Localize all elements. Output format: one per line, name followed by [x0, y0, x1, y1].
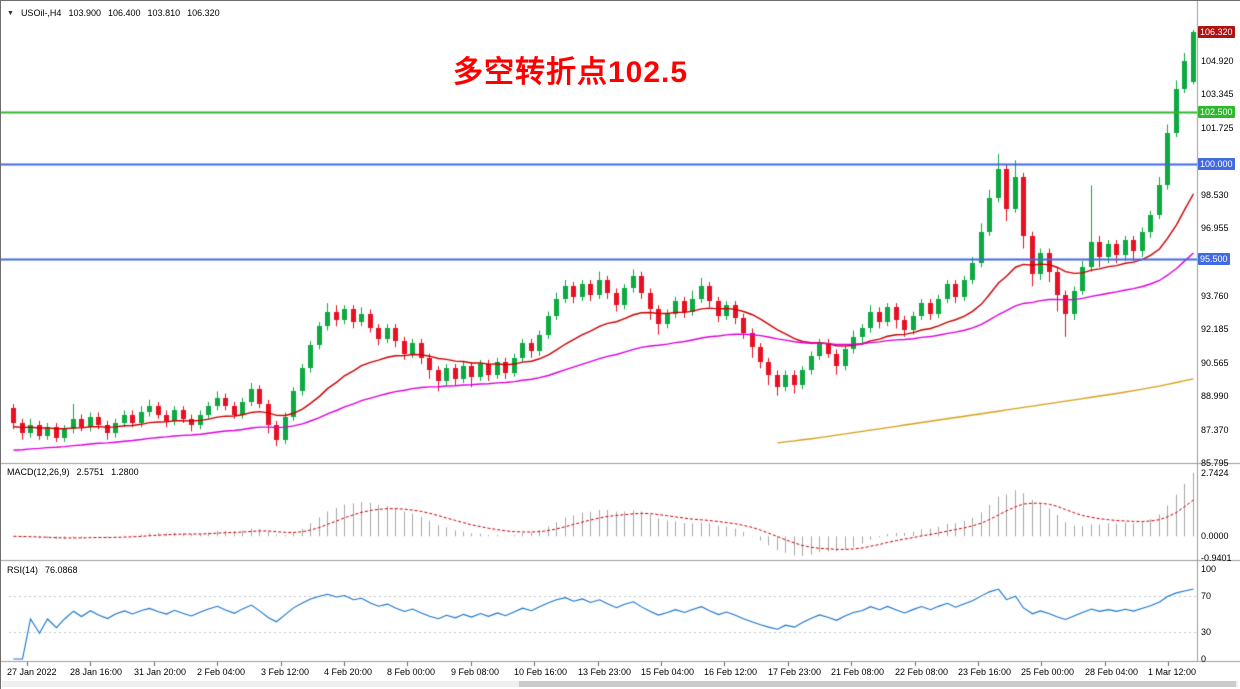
macd-main-value: 2.5751 [76, 467, 105, 477]
close-value: 106.320 [187, 8, 220, 18]
horizontal-scrollbar[interactable] [2, 681, 1238, 687]
open-value: 103.900 [68, 8, 101, 18]
macd-label: MACD(12,26,9) [7, 467, 70, 477]
chart-ohlc-header: ▼ USOil-,H4 103.900 106.400 103.810 106.… [7, 8, 220, 18]
high-value: 106.400 [108, 8, 141, 18]
rsi-label: RSI(14) [7, 565, 39, 575]
scrollbar-thumb[interactable] [519, 681, 1236, 687]
symbol-timeframe-label: USOil-,H4 [20, 8, 62, 18]
macd-signal-value: 1.2800 [111, 467, 139, 477]
rsi-header: RSI(14) 76.0868 [7, 565, 78, 575]
symbol-collapse-icon[interactable]: ▼ [7, 9, 14, 17]
pivot-annotation: 多空转折点102.5 [453, 56, 689, 89]
macd-header: MACD(12,26,9) 2.5751 1.2800 [7, 467, 139, 477]
low-value: 103.810 [147, 8, 181, 18]
rsi-value: 76.0868 [45, 565, 78, 575]
